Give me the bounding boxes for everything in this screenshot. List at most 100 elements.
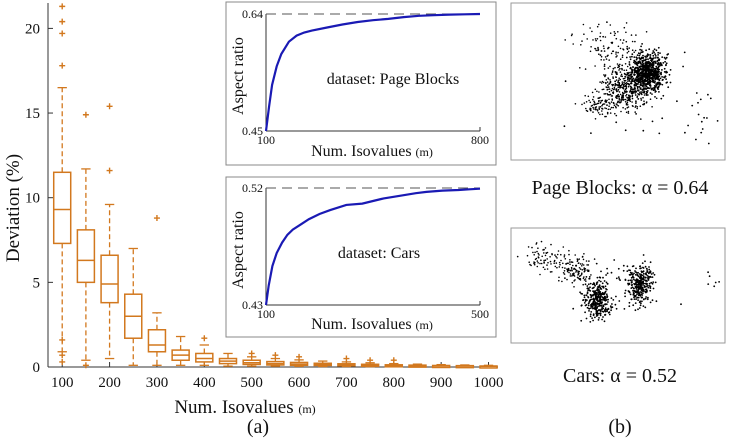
scatter-point [615, 97, 618, 99]
scatter-point [635, 281, 638, 284]
scatter-point [642, 59, 645, 61]
scatter-point [639, 288, 641, 290]
scatter-point [650, 281, 653, 284]
scatter-point [655, 74, 658, 77]
scatter-point [597, 300, 600, 303]
x-tick-label: 600 [288, 375, 311, 391]
scatter-point [652, 50, 655, 52]
scatter-point [641, 286, 644, 289]
scatter-point [659, 64, 661, 67]
scatter-point [606, 104, 608, 106]
scatter-point [640, 302, 642, 305]
scatter-point [606, 86, 608, 89]
scatter-point [625, 69, 628, 71]
scatter-point [653, 51, 655, 54]
scatter-point [596, 108, 598, 111]
scatter-point [646, 79, 649, 81]
scatter-point [645, 267, 648, 270]
outlier-point [106, 167, 113, 174]
scatter-point [621, 98, 624, 101]
scatter-point [598, 53, 600, 55]
scatter-point [636, 85, 639, 88]
inset-page-blocks-xlabel: Num. Isovalues (m) [311, 143, 433, 160]
scatter-point [581, 265, 583, 267]
scatter-point [589, 307, 592, 309]
scatter-point [660, 97, 663, 100]
scatter-point [540, 259, 542, 262]
scatter-point [595, 49, 597, 52]
scatter-point [638, 273, 641, 275]
scatter-point [596, 282, 598, 284]
scatter-point [649, 87, 652, 89]
scatter-point [585, 101, 588, 103]
scatter-point [589, 321, 592, 323]
scatter-point [543, 252, 545, 254]
scatter-point [572, 307, 575, 310]
scatter-point [652, 66, 654, 69]
scatter-point [642, 254, 645, 256]
scatter-point [590, 132, 592, 135]
scatter-point [586, 287, 588, 290]
scatter-point [585, 317, 588, 320]
scatter-point [635, 278, 638, 280]
scatter-point [633, 292, 635, 295]
scatter-point [592, 294, 594, 297]
scatter-point [633, 87, 636, 89]
scatter-point [590, 105, 593, 107]
scatter-point [642, 86, 645, 88]
box-700 [337, 355, 356, 368]
scatter-point [623, 98, 625, 101]
scatter-point [608, 313, 611, 316]
scatter-point [659, 62, 662, 64]
scatter-point [545, 252, 547, 254]
scatter-point [604, 115, 606, 118]
scatter-point [596, 305, 598, 308]
scatter-point [601, 301, 603, 304]
scatter-point [606, 295, 608, 297]
scatter-point [645, 290, 648, 292]
scatter-point [537, 247, 539, 249]
scatter-point [546, 268, 549, 270]
scatter-point [565, 263, 567, 265]
scatter-point [610, 106, 613, 109]
scatter-point [566, 262, 568, 265]
scatter-point [586, 306, 589, 309]
scatter-point [635, 56, 638, 59]
scatter-point [589, 282, 592, 285]
scatter-point [587, 296, 590, 299]
scatter-point [589, 286, 591, 289]
scatter-point [641, 296, 643, 299]
scatter-point [632, 276, 635, 279]
inset-y-tick-label: 0.45 [242, 124, 263, 138]
scatter-point [629, 85, 632, 88]
scatter-point [633, 298, 636, 300]
scatter-point [658, 70, 660, 73]
scatter-point [630, 276, 633, 279]
scatter-point [634, 92, 637, 94]
scatter-point [655, 49, 658, 52]
scatter-point [634, 89, 636, 91]
box-iqr [147, 329, 167, 353]
scatter-point [617, 86, 619, 89]
scatter-point [576, 260, 579, 263]
scatter-point [648, 64, 651, 67]
scatter-point [628, 94, 630, 97]
scatter-point [588, 310, 590, 312]
scatter-point [631, 72, 634, 74]
scatter-point [648, 48, 651, 51]
scatter-point [628, 47, 630, 49]
scatter-point [598, 91, 600, 93]
scatter-point [607, 307, 610, 310]
scatter-point [649, 98, 652, 100]
scatter-point [647, 58, 649, 61]
scatter-point [602, 311, 605, 313]
scatter-point [631, 55, 633, 58]
scatter-point [651, 299, 654, 302]
scatter-point [633, 51, 635, 53]
scatter-point [530, 264, 532, 267]
scatter-point [615, 76, 617, 78]
scatter-point [567, 268, 570, 271]
scatter-point [588, 99, 590, 102]
scatter-point [597, 309, 600, 312]
scatter-point [610, 89, 613, 92]
